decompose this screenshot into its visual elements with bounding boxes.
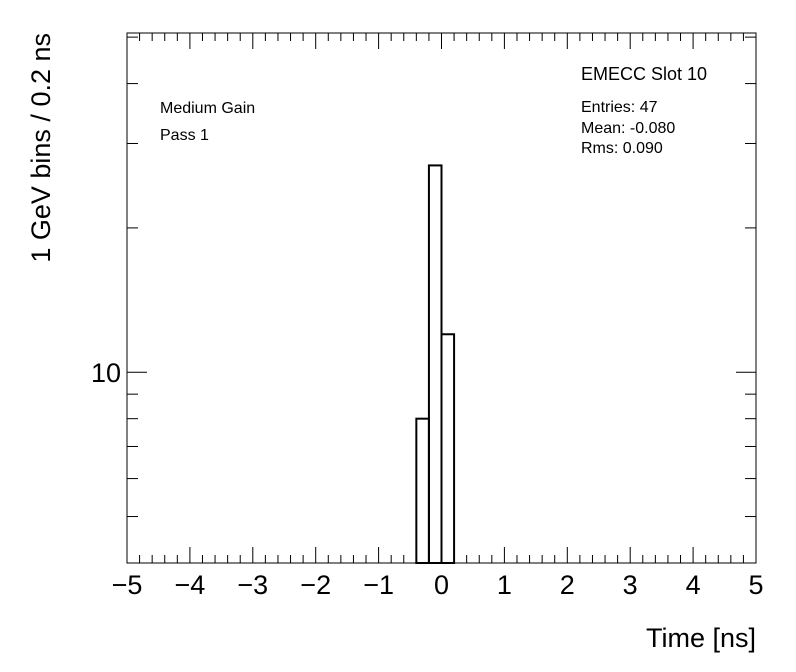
x-tick-label: 5 [748,570,763,600]
x-tick-label: 0 [434,570,449,600]
stats-mean: Mean: -0.080 [581,120,675,137]
x-tick-label: −1 [363,570,394,600]
x-axis-label: Time [ns] [646,623,756,653]
stats-rms: Rms: 0.090 [581,140,663,157]
bar [440,333,456,565]
stats-entries: Entries: 47 [581,99,658,116]
x-tick-label: −4 [175,570,206,600]
x-tick-label: −5 [112,570,143,600]
x-tick-label: −2 [300,570,331,600]
bar [415,417,430,565]
x-tick-label: 3 [623,570,638,600]
chart-title: EMECC Slot 10 [581,64,707,84]
x-tick-label: 4 [686,570,701,600]
annotation: Pass 1 [160,127,209,144]
x-tick-label: 2 [560,570,575,600]
y-axis-label: 1 GeV bins / 0.2 ns [26,33,56,263]
x-tick-label: 1 [497,570,512,600]
x-tick-label: −3 [237,570,268,600]
bar [427,164,443,564]
annotation: Medium Gain [160,100,255,117]
y-tick-label: 10 [91,358,121,388]
